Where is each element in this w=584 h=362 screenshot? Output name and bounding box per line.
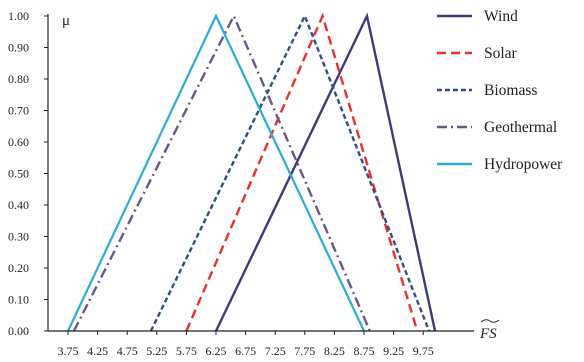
x-tick-label: 4.25 xyxy=(87,344,108,358)
legend-label-wind: Wind xyxy=(484,8,518,25)
series-line-hydropower xyxy=(67,13,365,332)
x-tick-label: 9.25 xyxy=(383,344,404,358)
series-line-biomass xyxy=(149,13,431,332)
x-ticks: 3.75 4.25 4.75 5.25 5.75 6.25 6.75 7.25 7.75 8.25… xyxy=(58,331,434,358)
y-tick-label: 0.90 xyxy=(8,41,29,55)
x-tick-label: 5.75 xyxy=(176,344,197,358)
y-tick-label: 0.70 xyxy=(8,104,29,118)
y-tick-label: 0.80 xyxy=(8,72,29,86)
x-tick-label: 8.25 xyxy=(324,344,345,358)
x-axis-label-text: FS xyxy=(479,326,497,342)
x-tick-label: 3.75 xyxy=(58,344,79,358)
x-tick-label: 8.75 xyxy=(354,344,375,358)
x-tick-label: 7.75 xyxy=(294,344,315,358)
y-tick-label: 0.60 xyxy=(8,135,29,149)
y-axis-label: μ xyxy=(62,13,70,29)
y-tick-label: 0.20 xyxy=(8,261,29,275)
axes: μ FS xyxy=(47,13,500,342)
y-tick-label: 0.40 xyxy=(8,198,29,212)
series-line-wind xyxy=(214,12,437,332)
x-tick-label: 6.25 xyxy=(206,344,227,358)
y-tick-label: 0.00 xyxy=(8,324,29,338)
legend-label-geothermal: Geothermal xyxy=(484,119,557,136)
legend-label-solar: Solar xyxy=(484,45,518,62)
x-tick-label: 7.25 xyxy=(265,344,286,358)
x-tick-label: 4.75 xyxy=(117,344,138,358)
plot-area xyxy=(67,12,437,332)
series-line-geothermal xyxy=(72,13,372,332)
y-tick-label: 1.00 xyxy=(8,9,29,23)
x-tick-label: 6.75 xyxy=(235,344,256,358)
y-ticks: 0.00 0.10 0.20 0.30 0.40 0.50 0.60 0.70 0.80 0.90… xyxy=(8,9,48,338)
y-tick-label: 0.10 xyxy=(8,293,29,307)
x-tick-label: 5.25 xyxy=(146,344,167,358)
series-line-solar xyxy=(185,12,419,332)
y-tick-label: 0.30 xyxy=(8,230,29,244)
legend: Wind Solar Biomass Geothermal Hydropower xyxy=(437,8,563,173)
x-tick-label: 9.75 xyxy=(413,344,434,358)
y-tick-label: 0.50 xyxy=(8,167,29,181)
tilde-mark xyxy=(480,319,500,323)
legend-label-biomass: Biomass xyxy=(484,82,537,99)
legend-label-hydropower: Hydropower xyxy=(484,156,563,173)
x-axis-label: FS xyxy=(479,319,500,342)
